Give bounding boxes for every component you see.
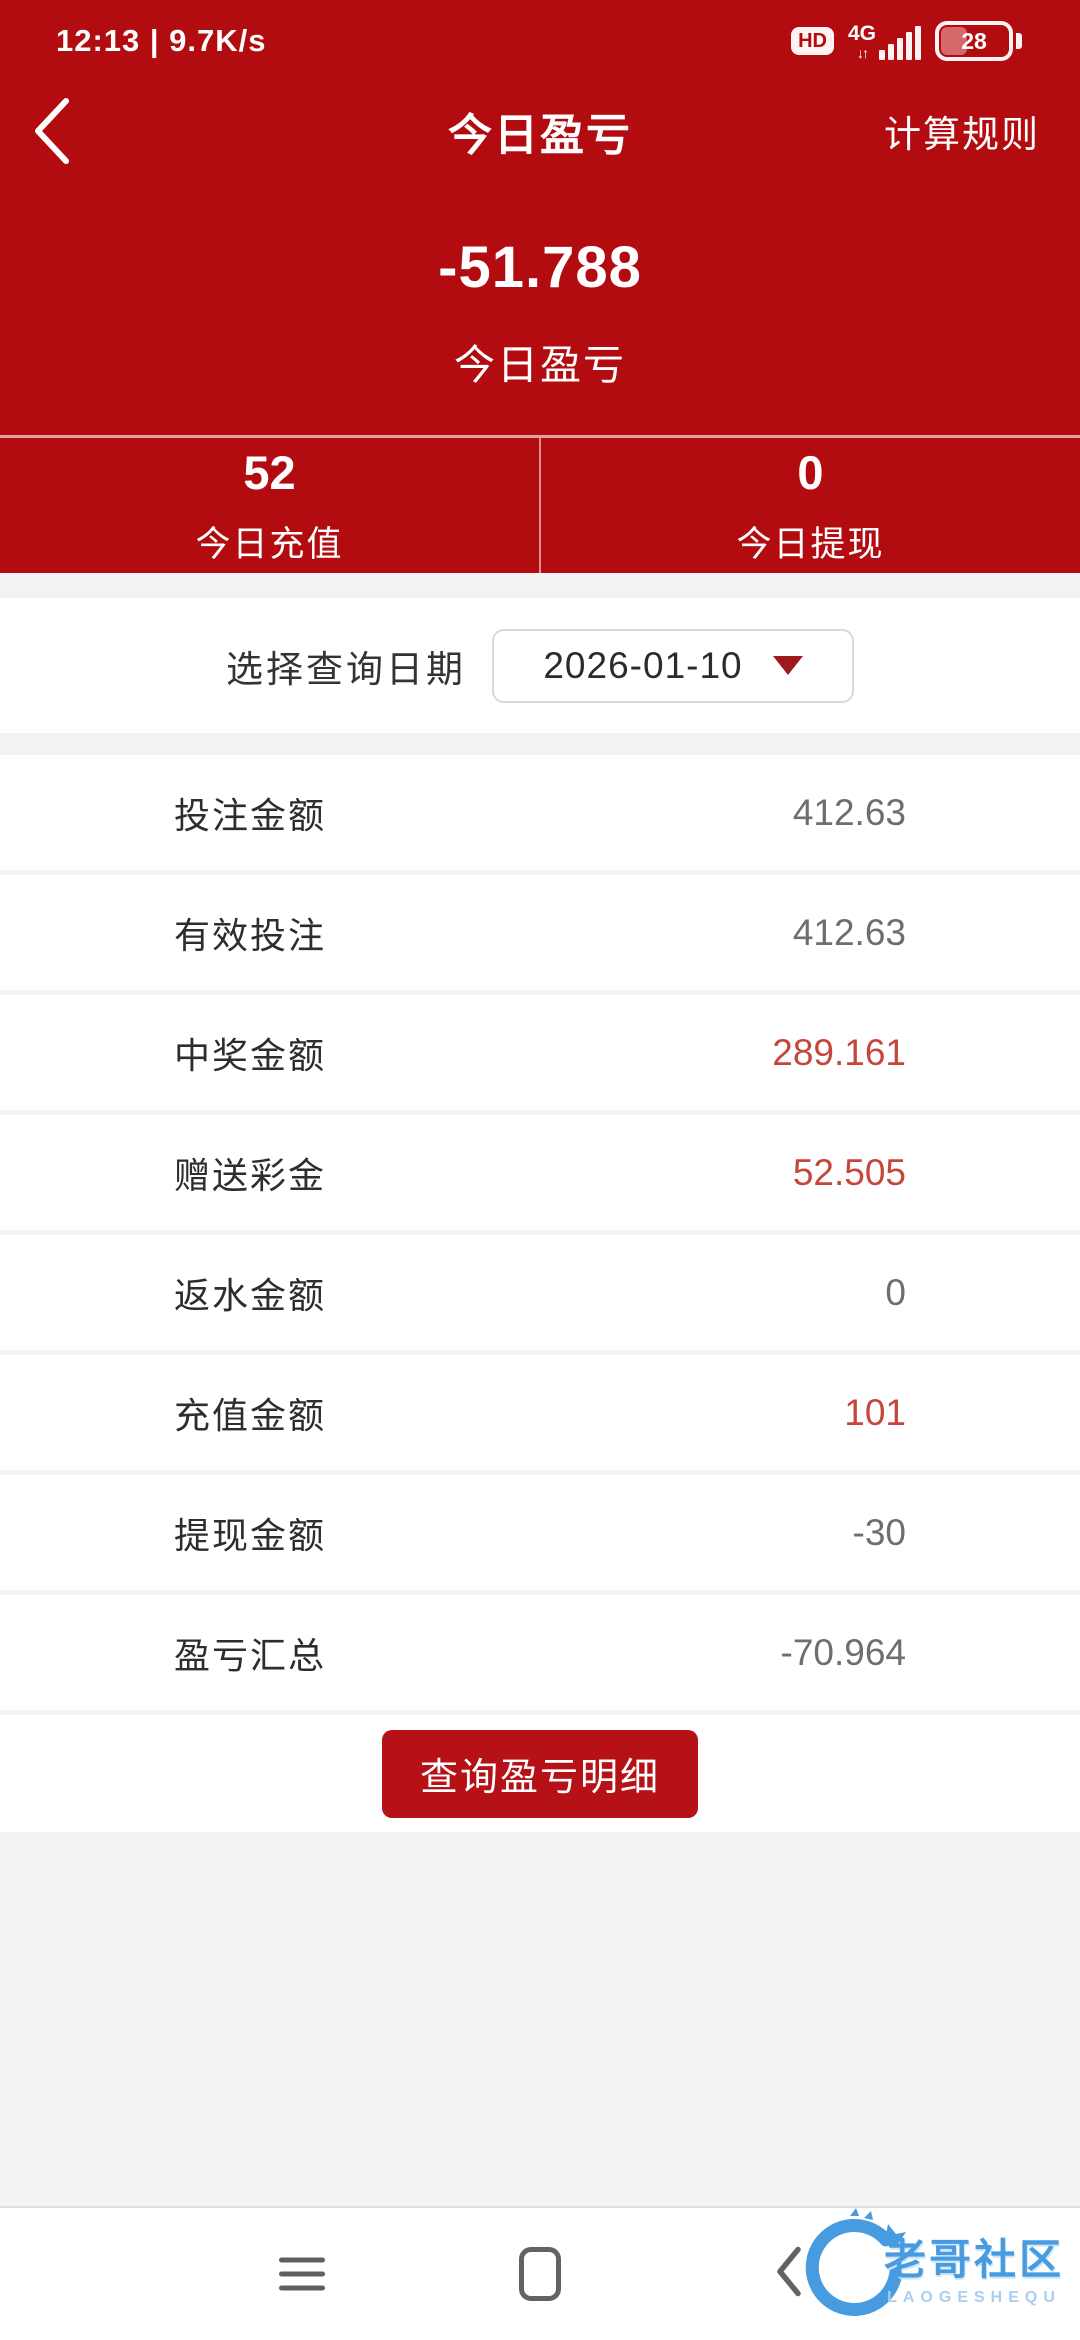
row-value: 289.161 <box>772 1031 906 1073</box>
row-valid-bet: 有效投注 412.63 <box>0 875 1080 995</box>
signal-4g-icon: 4G ↓↑ <box>848 23 921 60</box>
row-value: 52.505 <box>792 1151 906 1193</box>
button-row: 查询盈亏明细 <box>0 1715 1080 1832</box>
row-value: 412.63 <box>792 791 906 833</box>
query-profit-detail-button[interactable]: 查询盈亏明细 <box>381 1729 698 1818</box>
network-type-label: 4G <box>847 21 876 45</box>
row-label: 投注金额 <box>174 794 327 836</box>
details-list: 投注金额 412.63 有效投注 412.63 中奖金额 289.161 赠送彩… <box>0 755 1080 1715</box>
hd-icon: HD <box>791 27 834 55</box>
spacer-band <box>0 733 1080 755</box>
row-deposit-amount: 充值金额 101 <box>0 1355 1080 1475</box>
row-label: 中奖金额 <box>174 1034 327 1076</box>
today-withdraw-label: 今日提现 <box>736 524 885 564</box>
today-deposit-value: 52 <box>243 445 296 499</box>
dragon-ring-icon <box>805 2208 906 2316</box>
back-button[interactable] <box>30 86 90 176</box>
watermark-subtitle: LAOGESHEQU <box>887 2288 1061 2306</box>
top-red-section: 12:13 | 9.7K/s HD 4G ↓↑ 28 <box>0 0 1080 573</box>
row-value: -70.964 <box>780 1631 907 1673</box>
status-icons: HD 4G ↓↑ 28 <box>791 21 1022 61</box>
battery-fill <box>941 27 967 55</box>
row-label: 返水金额 <box>174 1274 327 1316</box>
data-arrows-icon: ↓↑ <box>856 44 869 61</box>
caret-down-icon <box>772 656 803 675</box>
nav-recents-button[interactable] <box>279 2257 325 2291</box>
date-value: 2026-01-10 <box>543 644 743 686</box>
date-select[interactable]: 2026-01-10 <box>492 628 854 703</box>
status-time-speed: 12:13 | 9.7K/s <box>56 23 267 58</box>
row-value: -30 <box>852 1511 906 1553</box>
row-label: 充值金额 <box>174 1394 327 1436</box>
date-picker-label: 选择查询日期 <box>226 648 466 690</box>
row-value: 101 <box>844 1391 906 1433</box>
today-withdraw-value: 0 <box>797 445 824 499</box>
row-value: 412.63 <box>792 911 906 953</box>
row-value: 0 <box>885 1271 906 1313</box>
watermark-name: 老哥社区 <box>883 2235 1064 2283</box>
battery-percent: 28 <box>961 27 987 54</box>
battery-nub <box>1016 33 1022 49</box>
row-winning-amount: 中奖金额 289.161 <box>0 995 1080 1115</box>
row-label: 有效投注 <box>174 914 327 956</box>
menu-lines-icon <box>279 2257 325 2263</box>
stats-row: 52 今日充值 0 今日提现 <box>0 435 1080 573</box>
row-label: 赠送彩金 <box>174 1154 327 1196</box>
system-nav-bar: 老哥社区 LAOGESHEQU <box>0 2208 1080 2340</box>
row-rebate-amount: 返水金额 0 <box>0 1235 1080 1355</box>
page-title: 今日盈亏 <box>448 111 632 160</box>
chevron-left-icon <box>35 98 69 164</box>
calculation-rules-link[interactable]: 计算规则 <box>884 114 1040 155</box>
signal-bars-icon <box>879 25 921 60</box>
chevron-left-icon <box>777 2246 801 2297</box>
status-bar: 12:13 | 9.7K/s HD 4G ↓↑ 28 <box>0 0 1080 72</box>
stat-today-deposit: 52 今日充值 <box>0 438 539 573</box>
row-withdraw-amount: 提现金额 -30 <box>0 1475 1080 1595</box>
row-bet-amount: 投注金额 412.63 <box>0 755 1080 875</box>
nav-home-button[interactable] <box>519 2247 561 2301</box>
today-deposit-label: 今日充值 <box>195 524 344 564</box>
today-profit-value: -51.788 <box>438 235 642 300</box>
app-header: 今日盈亏 计算规则 <box>0 72 1080 190</box>
row-label: 盈亏汇总 <box>174 1634 327 1676</box>
today-profit-label: 今日盈亏 <box>454 342 626 388</box>
date-picker-row: 选择查询日期 2026-01-10 <box>0 598 1080 733</box>
nav-back-button[interactable] <box>774 2246 802 2303</box>
battery-icon: 28 <box>935 21 1022 61</box>
row-profit-total: 盈亏汇总 -70.964 <box>0 1595 1080 1715</box>
empty-gray-panel <box>0 1832 1080 2208</box>
row-gift-bonus: 赠送彩金 52.505 <box>0 1115 1080 1235</box>
spacer-band <box>0 573 1080 598</box>
laoge-watermark: 老哥社区 LAOGESHEQU <box>790 2206 1064 2326</box>
stat-today-withdraw: 0 今日提现 <box>539 438 1080 573</box>
hero-summary: -51.788 今日盈亏 <box>0 190 1080 435</box>
row-label: 提现金额 <box>174 1514 327 1556</box>
